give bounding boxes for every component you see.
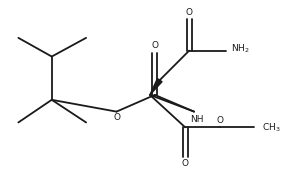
Text: NH: NH: [190, 115, 204, 124]
Text: O: O: [113, 113, 120, 122]
Text: NH$_2$: NH$_2$: [231, 43, 250, 56]
Text: O: O: [186, 8, 193, 17]
Polygon shape: [150, 79, 162, 95]
Text: CH$_3$: CH$_3$: [262, 121, 280, 134]
Text: O: O: [151, 41, 158, 50]
Text: O: O: [182, 159, 189, 168]
Text: O: O: [216, 116, 223, 125]
